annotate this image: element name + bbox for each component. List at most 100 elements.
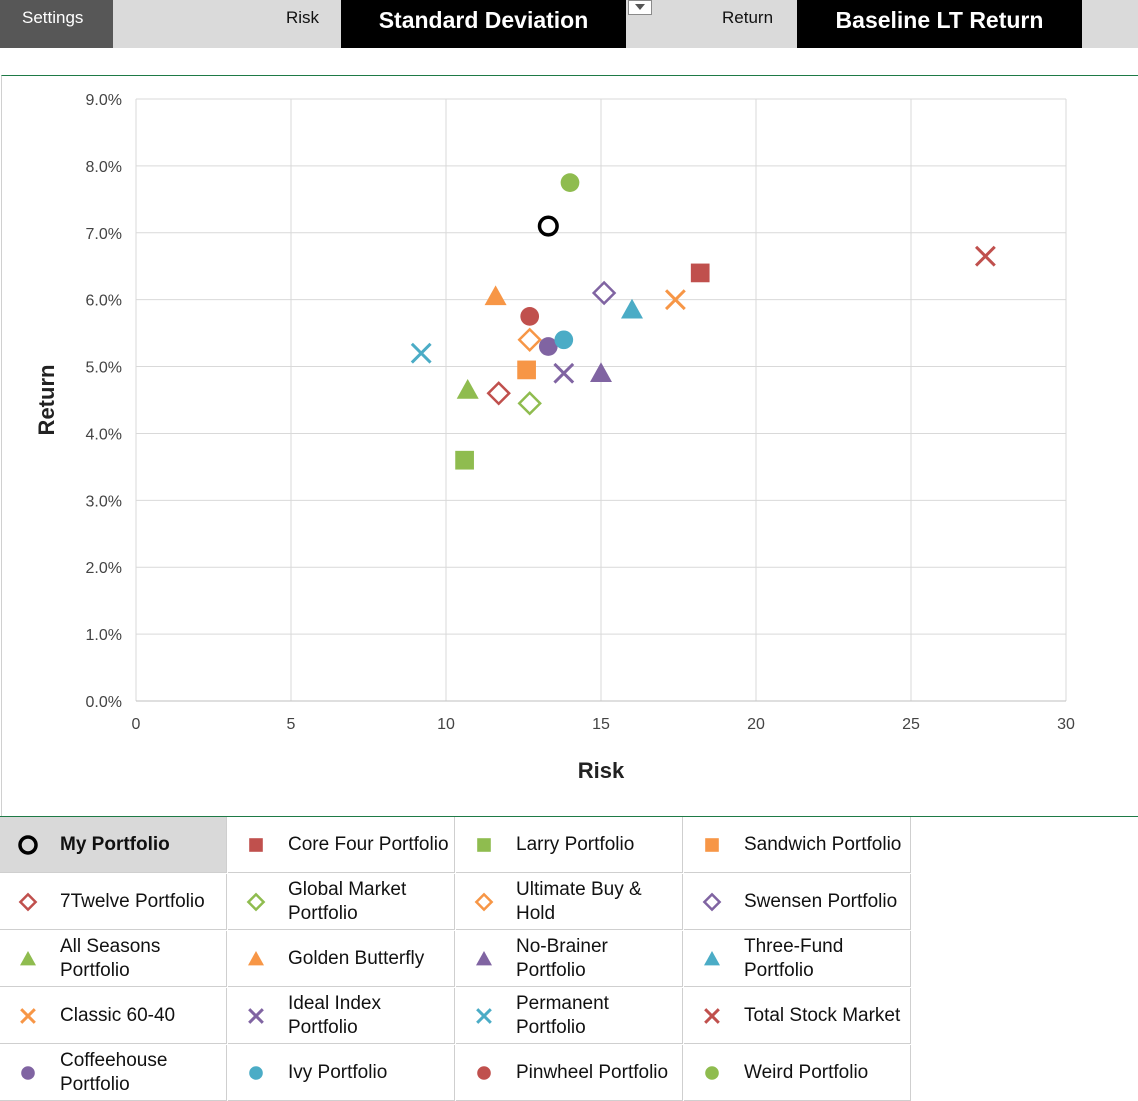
diamond-marker-icon: [18, 892, 38, 912]
legend-item[interactable]: Classic 60-40: [0, 988, 227, 1044]
data-point-ivy-portfolio: [554, 330, 574, 350]
triangle-marker-icon: [476, 951, 492, 966]
x-tick-label: 15: [592, 716, 610, 733]
legend-item[interactable]: Swensen Portfolio: [684, 874, 911, 930]
legend: My Portfolio Core Four Portfolio Larry Por…: [0, 816, 1138, 1101]
x-tick-label: 0: [132, 716, 141, 733]
data-point-ideal-index-portfolio: [553, 362, 575, 384]
x-tick-label: 20: [747, 716, 765, 733]
y-tick-label: 7.0%: [86, 226, 122, 243]
legend-label: All Seasons Portfolio: [60, 936, 161, 981]
y-tick-label: 9.0%: [86, 92, 122, 109]
legend-item[interactable]: No-Brainer Portfolio: [456, 931, 683, 987]
dropdown-arrow-icon[interactable]: [628, 0, 652, 15]
legend-item[interactable]: Ivy Portfolio: [228, 1045, 455, 1101]
return-metric-select[interactable]: Baseline LT Return: [797, 0, 1082, 48]
x-tick-label: 25: [902, 716, 920, 733]
legend-label: Swensen Portfolio: [744, 891, 898, 912]
y-tick-label: 6.0%: [86, 293, 122, 310]
legend-label: Coffeehouse Portfolio: [60, 1050, 168, 1095]
legend-label: Classic 60-40: [60, 1005, 176, 1026]
circle-marker-icon: [249, 1066, 263, 1080]
legend-item[interactable]: Permanent Portfolio: [456, 988, 683, 1044]
square-marker-icon: [477, 838, 491, 852]
legend-label: My Portfolio: [60, 834, 170, 855]
legend-item[interactable]: Core Four Portfolio: [228, 817, 455, 873]
data-point-permanent-portfolio: [410, 342, 432, 364]
x-marker-icon: [704, 1008, 720, 1024]
legend-item[interactable]: Pinwheel Portfolio: [456, 1045, 683, 1101]
legend-item[interactable]: Ideal Index Portfolio: [228, 988, 455, 1044]
triangle-marker-icon: [248, 951, 264, 966]
circle-marker-icon: [705, 1066, 719, 1080]
y-axis-title: Return: [34, 365, 59, 436]
legend-label: Weird Portfolio: [744, 1062, 869, 1083]
diamond-marker-icon: [474, 892, 494, 912]
legend-item[interactable]: 7Twelve Portfolio: [0, 874, 227, 930]
y-tick-label: 4.0%: [86, 426, 122, 443]
legend-label: Ultimate Buy & Hold: [516, 879, 642, 924]
x-marker-icon: [20, 1008, 36, 1024]
legend-label: Ideal Index Portfolio: [288, 993, 381, 1038]
legend-label: Global Market Portfolio: [288, 879, 407, 924]
diamond-marker-icon: [702, 892, 722, 912]
square-marker-icon: [705, 838, 719, 852]
data-point-ultimate-buy-hold: [517, 327, 542, 353]
risk-label: Risk: [286, 8, 320, 27]
data-point-pinwheel-portfolio: [520, 307, 540, 326]
x-marker-icon: [248, 1008, 264, 1024]
x-tick-label: 30: [1057, 716, 1075, 733]
legend-label: No-Brainer Portfolio: [516, 936, 608, 981]
y-tick-label: 8.0%: [86, 159, 122, 176]
risk-metric-select[interactable]: Standard Deviation: [341, 0, 626, 48]
risk-return-scatter-chart: 0 5 10 15 20 25 30 0.0% 1.0% 2.0% 3.0% 4.0% 5.0% 6.0%…: [34, 92, 1075, 783]
data-point-all-seasons-portfolio: [456, 378, 479, 399]
legend-item[interactable]: Total Stock Market: [684, 988, 911, 1044]
legend-item[interactable]: Three-Fund Portfolio: [684, 931, 911, 987]
legend-item[interactable]: Ultimate Buy & Hold: [456, 874, 683, 930]
chart-panel: 0 5 10 15 20 25 30 0.0% 1.0% 2.0% 3.0% 4.0% 5.0% 6.0%…: [1, 75, 1138, 816]
triangle-marker-icon: [704, 951, 720, 966]
legend-label: Three-Fund Portfolio: [744, 936, 844, 981]
toolbar: Settings Risk Standard Deviation Return …: [0, 0, 1138, 48]
data-point-global-market-portfolio: [517, 391, 542, 416]
legend-item[interactable]: My Portfolio: [0, 817, 227, 873]
x-tick-label: 10: [437, 716, 455, 733]
y-tick-label: 2.0%: [86, 560, 122, 577]
legend-label: Pinwheel Portfolio: [516, 1062, 669, 1083]
legend-label: Permanent Portfolio: [516, 993, 609, 1038]
legend-item[interactable]: All Seasons Portfolio: [0, 931, 227, 987]
data-point-7twelve-portfolio: [486, 381, 511, 406]
triangle-marker-icon: [20, 951, 36, 966]
legend-item[interactable]: Larry Portfolio: [456, 817, 683, 873]
y-tick-label: 3.0%: [86, 493, 122, 510]
legend-item[interactable]: Sandwich Portfolio: [684, 817, 911, 873]
y-tick-label: 0.0%: [86, 694, 122, 711]
legend-label: Golden Butterfly: [288, 948, 425, 969]
x-marker-icon: [476, 1008, 492, 1024]
data-point-swensen-portfolio: [591, 280, 617, 306]
y-tick-label: 1.0%: [86, 627, 122, 644]
legend-label: Sandwich Portfolio: [744, 834, 902, 855]
data-point-weird-portfolio: [560, 173, 580, 192]
data-point-three-fund-portfolio: [621, 298, 643, 319]
legend-label: Larry Portfolio: [516, 834, 635, 855]
settings-button[interactable]: Settings: [0, 0, 113, 48]
circle-marker-icon: [477, 1066, 491, 1080]
x-tick-label: 5: [287, 716, 296, 733]
x-axis-title: Risk: [578, 758, 625, 783]
legend-item[interactable]: Golden Butterfly: [228, 931, 455, 987]
open-circle-marker-icon: [18, 835, 38, 855]
diamond-marker-icon: [246, 892, 266, 912]
legend-item[interactable]: Weird Portfolio: [684, 1045, 911, 1101]
legend-label: Core Four Portfolio: [288, 834, 449, 855]
data-point-core-four-portfolio: [690, 263, 710, 283]
data-point-total-stock-market: [974, 245, 996, 267]
y-tick-label: 5.0%: [86, 360, 122, 377]
data-point-coffeehouse-portfolio: [538, 337, 558, 356]
legend-item[interactable]: Global Market Portfolio: [228, 874, 455, 930]
legend-item[interactable]: Coffeehouse Portfolio: [0, 1045, 227, 1101]
return-label: Return: [722, 8, 774, 27]
legend-label: 7Twelve Portfolio: [60, 891, 205, 912]
data-point-classic-60-40: [664, 289, 686, 311]
